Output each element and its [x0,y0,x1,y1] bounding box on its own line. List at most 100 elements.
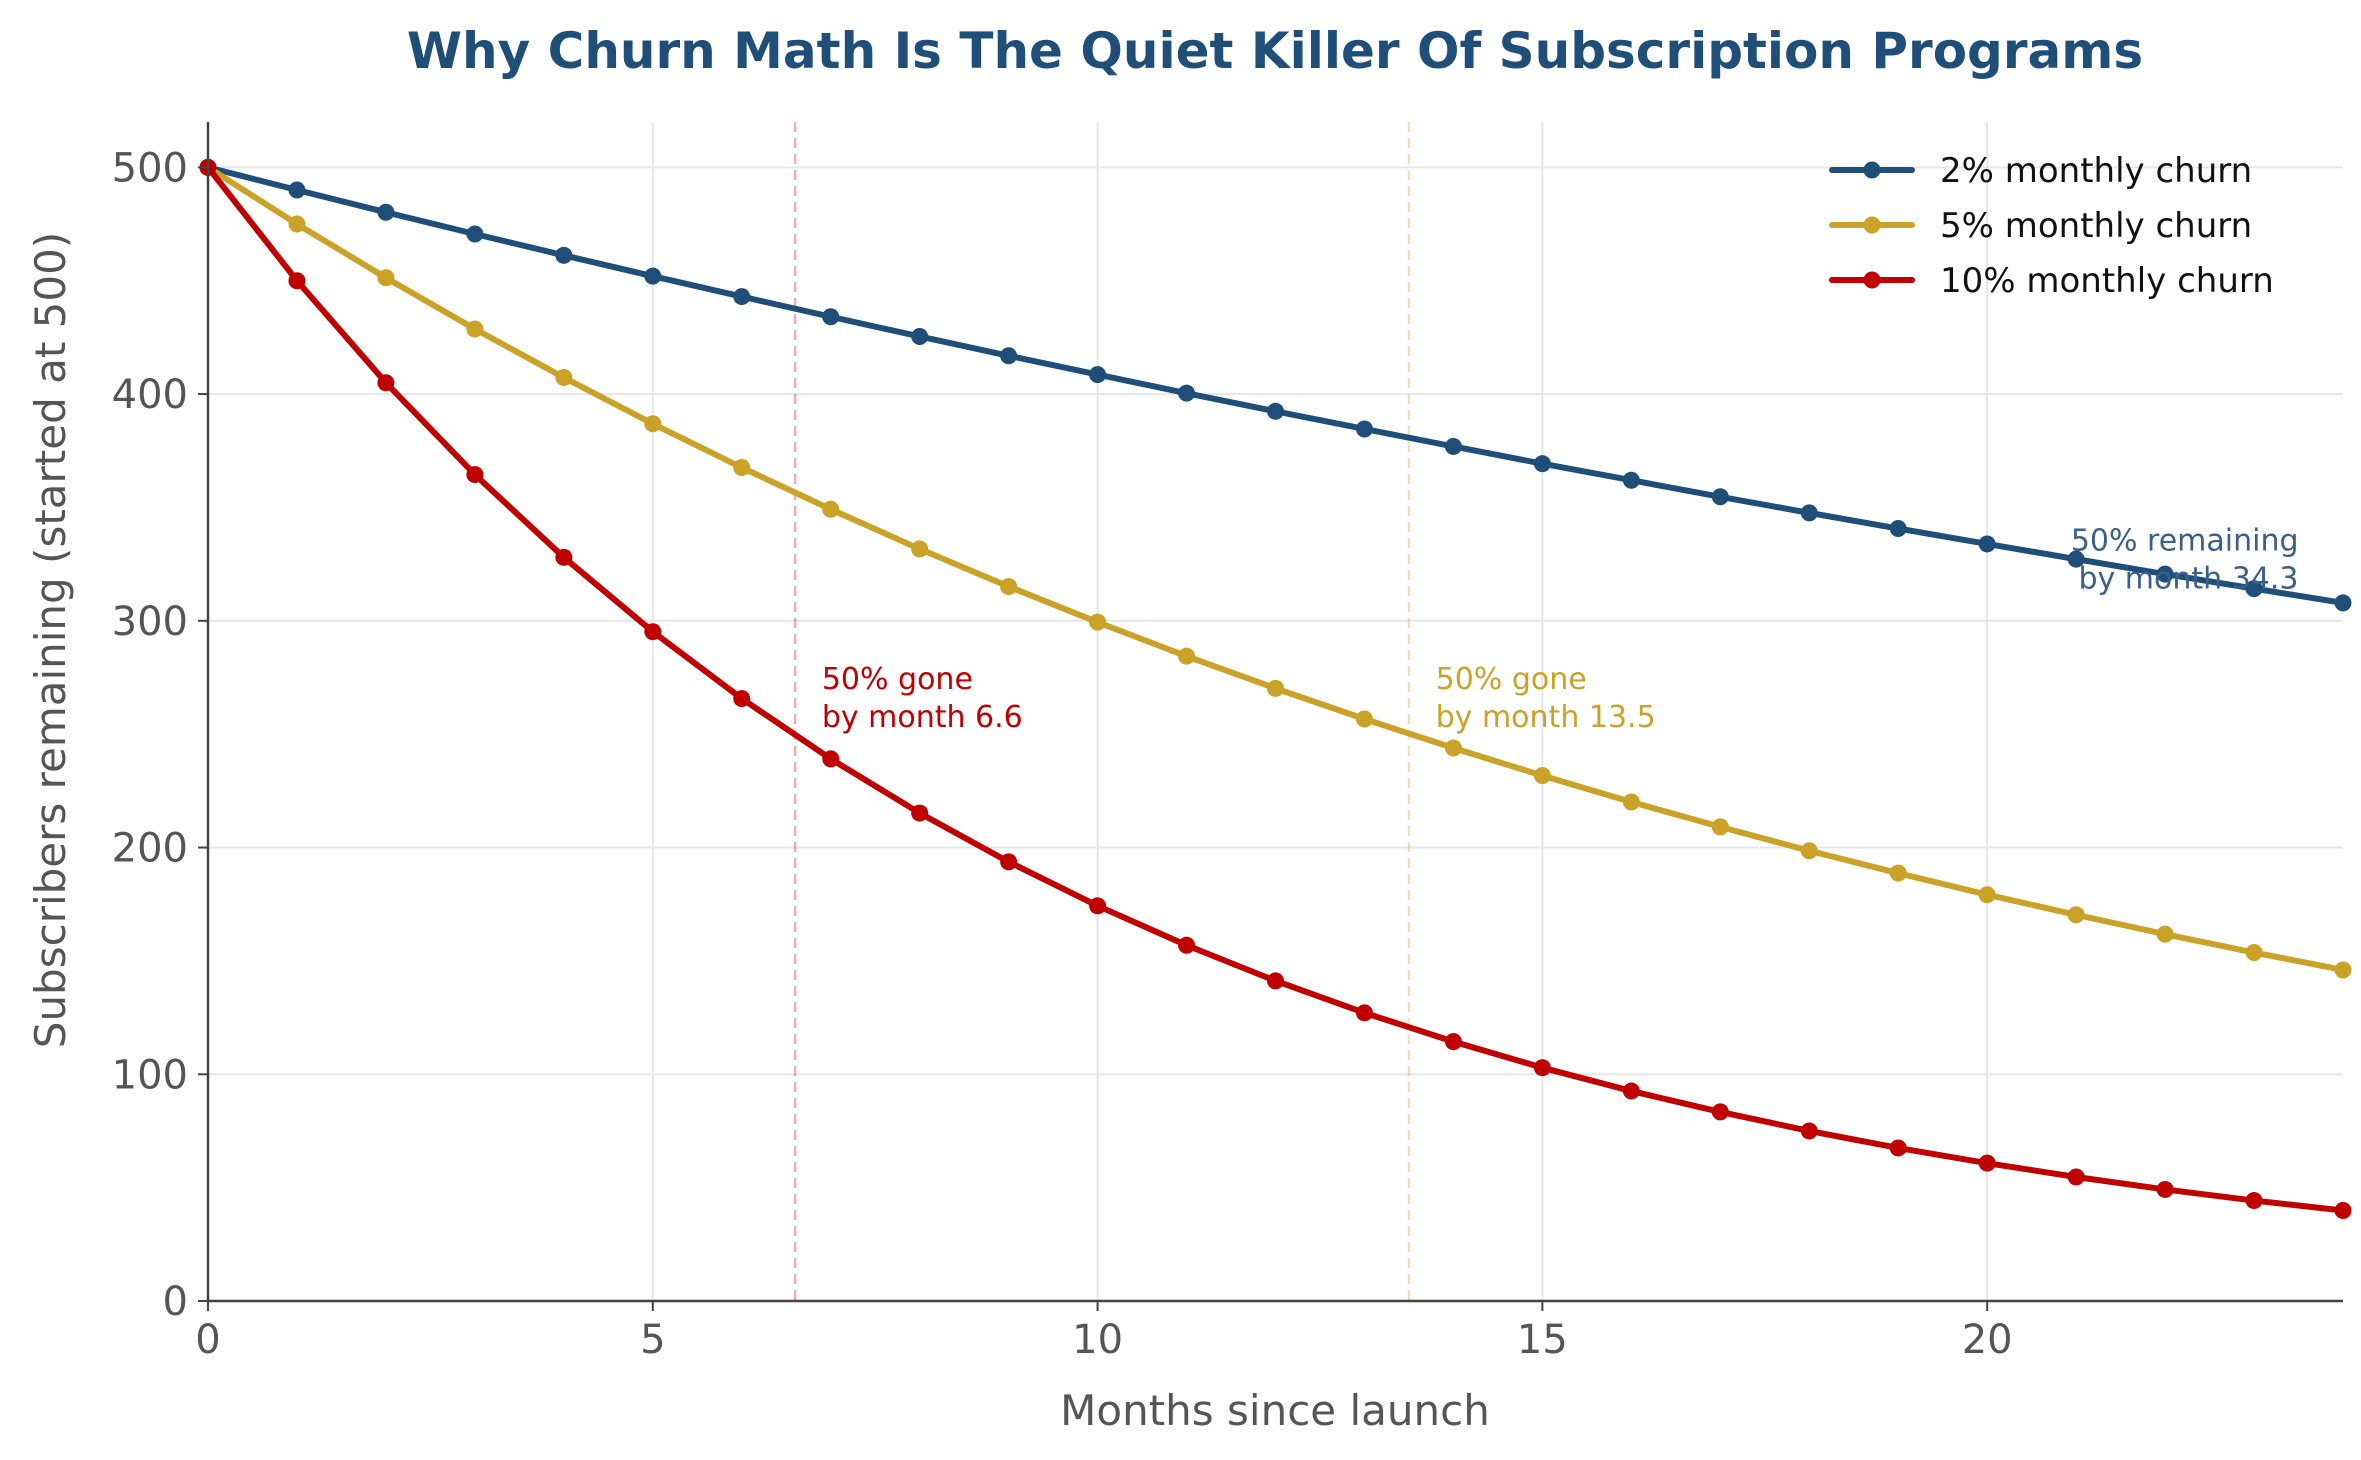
data-point [2334,961,2352,979]
y-tick-label: 400 [112,372,188,418]
data-point [2156,565,2174,583]
data-point [1800,504,1818,522]
data-point [733,459,751,477]
data-point [2334,594,2352,612]
data-point [1800,842,1818,860]
y-axis-label: Subscribers remaining (started at 500) [26,232,75,1048]
data-point [1089,613,1107,631]
data-point [1622,793,1640,811]
reference-lines [793,122,1411,1301]
data-point [2067,1168,2085,1186]
data-point [1267,679,1284,697]
x-tick-label: 0 [195,1317,220,1363]
data-point [1889,864,1907,882]
x-tick-label: 10 [1072,1317,1123,1363]
data-point [1711,818,1729,836]
annotation-text: by month 34.3 [2078,562,2298,597]
data-point [911,804,929,822]
data-point [733,690,751,708]
annotation-text: 50% gone [1436,662,1587,697]
y-tick-label: 200 [112,826,188,872]
data-point [1533,1059,1551,1077]
data-point [644,623,662,641]
axes [198,122,2343,1311]
data-point [466,466,484,484]
data-point [733,288,751,306]
data-point [1622,1082,1640,1100]
legend-marker [1863,161,1881,179]
data-point [1000,347,1018,365]
data-point [822,500,840,518]
x-tick-label: 5 [640,1317,665,1363]
data-point [1444,739,1462,757]
data-point [1000,853,1018,871]
legend-label: 5% monthly churn [1940,206,2252,246]
legend-marker [1863,271,1881,289]
y-tick-label: 300 [112,599,188,645]
data-point [1711,488,1729,506]
data-point [1267,402,1284,420]
data-point [1533,455,1551,473]
data-point [911,540,929,558]
data-point [2245,580,2263,598]
y-tick-label: 0 [163,1279,188,1325]
series-2 [199,158,2352,979]
data-point [377,203,395,221]
data-point [1978,535,1996,553]
data-point [1978,886,1996,904]
data-point [1978,1154,1996,1172]
x-axis-label: Months since launch [1060,1386,1490,1435]
series-layer [199,158,2352,1220]
data-point [1355,420,1373,438]
data-point [1889,520,1907,538]
data-point [1355,1004,1373,1022]
data-point [1444,437,1462,455]
data-point [377,269,395,287]
data-point [1889,1139,1907,1157]
data-point [822,308,840,326]
annotation-text: 50% remaining [2071,524,2299,559]
data-point [1533,767,1551,785]
chart-title: Why Churn Math Is The Quiet Killer Of Su… [407,22,2143,80]
data-point [2334,1202,2352,1220]
data-point [1444,1033,1462,1051]
series-3 [199,158,2352,1220]
data-point [644,415,662,433]
annotation-text: 50% gone [822,662,973,697]
data-point [822,750,840,768]
data-point [1089,897,1107,915]
x-tick-label: 15 [1517,1317,1568,1363]
data-point [1000,578,1018,596]
data-point [1178,936,1196,954]
data-point [555,246,573,264]
data-point [555,548,573,566]
legend-label: 10% monthly churn [1940,261,2274,301]
legend-label: 2% monthly churn [1940,151,2252,191]
data-point [1267,972,1284,990]
data-point [2156,1180,2174,1198]
data-point [1178,384,1196,402]
data-point [466,320,484,338]
data-point [644,267,662,285]
data-point [1800,1122,1818,1140]
legend-marker [1863,216,1881,234]
data-point [2067,906,2085,924]
data-point [466,225,484,243]
data-point [2067,550,2085,568]
data-point [288,215,306,233]
data-point [1711,1103,1729,1121]
x-tick-label: 20 [1962,1317,2013,1363]
data-point [555,369,573,387]
data-point [2156,925,2174,943]
data-point [288,272,306,290]
annotation-text: by month 6.6 [822,700,1023,735]
legend: 2% monthly churn 5% monthly churn 10% mont… [1829,151,2274,301]
data-point [1178,647,1196,665]
annotation-text: by month 13.5 [1436,700,1656,735]
data-point [2245,944,2263,962]
y-tick-label: 500 [112,145,188,191]
data-point [1355,710,1373,728]
